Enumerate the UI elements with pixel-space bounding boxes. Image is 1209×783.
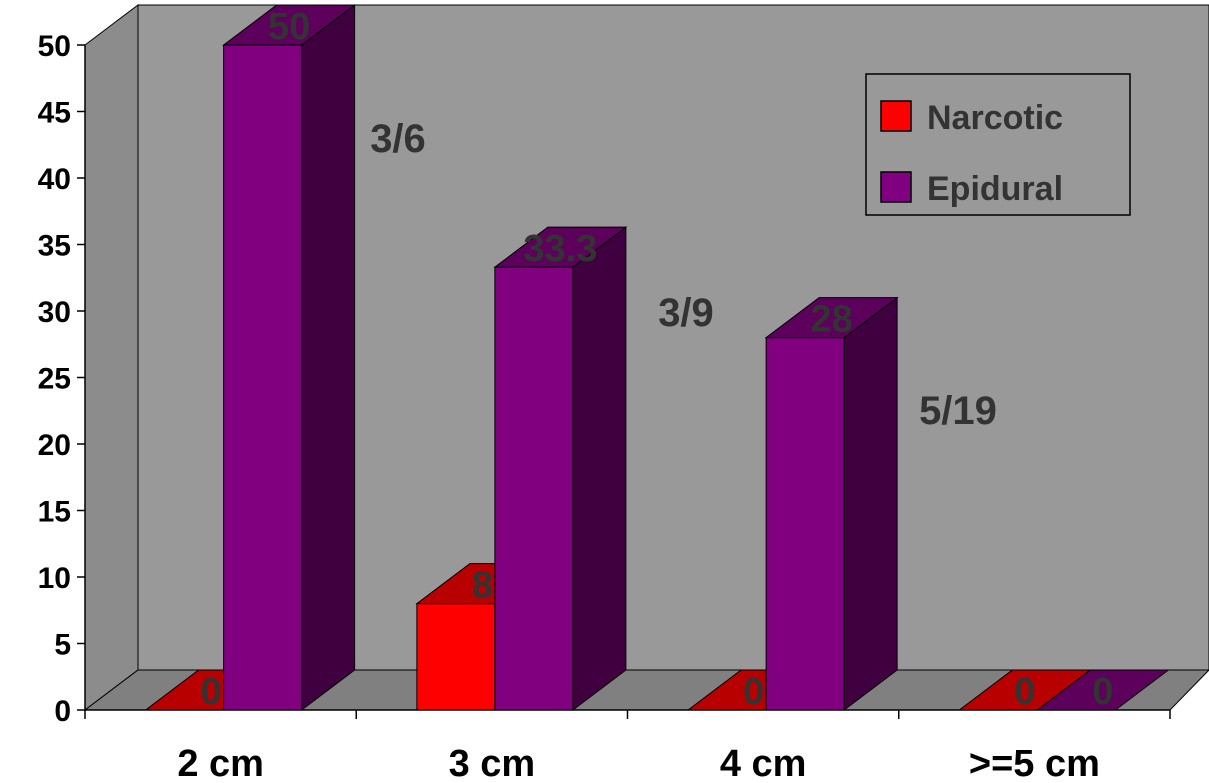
x-category-label: 3 cm — [449, 743, 536, 783]
ratio-annotation: 3/6 — [370, 117, 426, 161]
y-tick-label: 15 — [38, 496, 71, 529]
data-label: 0 — [1092, 671, 1113, 713]
y-tick-label: 50 — [38, 30, 71, 63]
bar-top — [764, 297, 899, 339]
data-label: 28 — [810, 299, 852, 341]
y-tick-label: 20 — [38, 429, 71, 462]
side-wall — [84, 3, 139, 712]
legend: Narcotic Epidural — [865, 73, 1131, 216]
x-category-label: 4 cm — [720, 743, 807, 783]
bar-epidural — [493, 226, 628, 712]
bar-epidural — [1035, 669, 1170, 711]
y-tick-label: 45 — [38, 97, 71, 130]
legend-swatch-narcotic — [880, 100, 912, 132]
y-tick-label: 30 — [38, 296, 71, 329]
legend-swatch-epidural — [880, 171, 912, 203]
bar-top — [1035, 669, 1170, 711]
bar-side — [301, 3, 356, 712]
bar-top — [222, 4, 357, 46]
bar-front — [494, 266, 574, 711]
x-category-label: >=5 cm — [969, 743, 1100, 783]
y-tick-label: 10 — [38, 562, 71, 595]
y-tick-label: 35 — [38, 230, 71, 263]
data-label: 50 — [268, 6, 310, 48]
data-label: 8 — [472, 565, 493, 607]
bar-side — [572, 226, 627, 712]
bar-epidural — [764, 296, 899, 712]
bar-front — [765, 337, 845, 711]
legend-label-epidural: Epidural — [927, 170, 1063, 208]
data-label: 0 — [743, 671, 764, 713]
data-label: 33.3 — [523, 228, 597, 270]
bar-side — [843, 296, 898, 712]
legend-label-narcotic: Narcotic — [927, 99, 1063, 137]
y-tick-label: 0 — [54, 695, 71, 728]
data-label: 0 — [201, 671, 222, 713]
data-label: 0 — [1014, 671, 1035, 713]
ratio-annotation: 3/9 — [658, 291, 714, 335]
bar-front — [416, 603, 496, 711]
y-tick-label: 5 — [54, 629, 71, 662]
y-tick-label: 25 — [38, 363, 71, 396]
ratio-annotation: 5/19 — [919, 389, 997, 433]
bar-epidural — [222, 3, 357, 712]
y-tick-label: 40 — [38, 163, 71, 196]
bar-top — [493, 226, 628, 268]
bar-front — [223, 44, 303, 711]
x-category-label: 2 cm — [177, 743, 264, 783]
